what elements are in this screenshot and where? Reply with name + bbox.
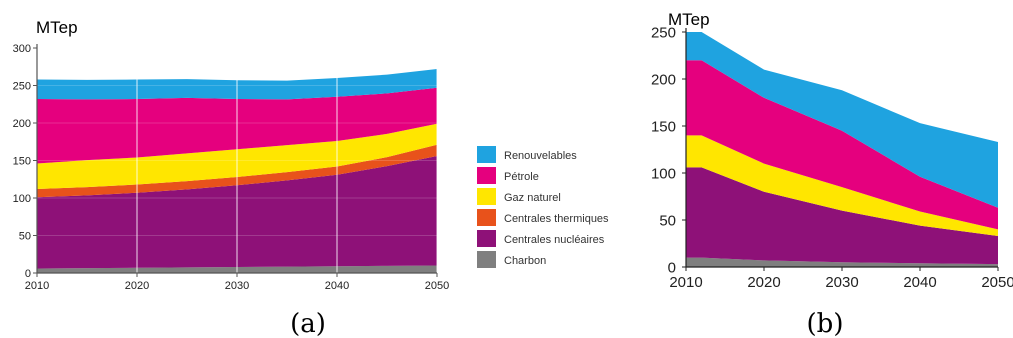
chart-b-area-centrales-nucleaires bbox=[686, 167, 998, 265]
chart-a-ytick-label: 0 bbox=[25, 268, 31, 280]
legend-label-gaz-naturel: Gaz naturel bbox=[504, 192, 561, 204]
chart-a-ytick-label: 100 bbox=[13, 193, 31, 205]
chart-b-unit-label: MTep bbox=[668, 10, 710, 29]
chart-b-ytick-label: 250 bbox=[651, 24, 676, 41]
chart-b-xtick-label: 2020 bbox=[747, 274, 780, 291]
legend-swatch-renouvelables bbox=[477, 146, 496, 163]
chart-a: 0 50 100 150 200 250 300 2010 2020 2030 2040 2050 MT… bbox=[13, 18, 450, 338]
chart-a-panel-label: (a) bbox=[290, 309, 326, 338]
chart-b-xtick-label: 2040 bbox=[903, 274, 936, 291]
chart-b-ytick-label: 150 bbox=[651, 118, 676, 135]
chart-a-unit-label: MTep bbox=[36, 18, 78, 37]
chart-a-xtick-label: 2030 bbox=[225, 280, 249, 292]
legend-label-centrales-nucleaires: Centrales nucléaires bbox=[504, 234, 605, 246]
chart-b-panel-label: (b) bbox=[807, 309, 844, 338]
chart-b-ytick-label: 0 bbox=[668, 259, 676, 276]
legend-swatch-gaz-naturel bbox=[477, 188, 496, 205]
chart-b-area-renouvelables bbox=[686, 32, 998, 208]
chart-b-ytick-label: 200 bbox=[651, 71, 676, 88]
chart-b-ytick-label: 100 bbox=[651, 165, 676, 182]
legend-swatch-centrales-nucleaires bbox=[477, 230, 496, 247]
chart-b-area-gaz-naturel bbox=[686, 135, 998, 236]
chart-b-xtick-label: 2030 bbox=[825, 274, 858, 291]
legend-label-centrales-thermiques: Centrales thermiques bbox=[504, 213, 609, 225]
chart-a-xtick-label: 2020 bbox=[125, 280, 149, 292]
chart-a-ytick-label: 250 bbox=[13, 80, 31, 92]
legend-label-renouvelables: Renouvelables bbox=[504, 150, 577, 162]
chart-a-xtick-label: 2050 bbox=[425, 280, 449, 292]
legend-label-petrole: Pétrole bbox=[504, 171, 539, 183]
chart-b-xtick-label: 2050 bbox=[981, 274, 1013, 291]
chart-a-xtick-label: 2040 bbox=[325, 280, 349, 292]
chart-a-ytick-label: 50 bbox=[19, 230, 31, 242]
chart-a-legend: Renouvelables Pétrole Gaz naturel Centrales… bbox=[477, 146, 609, 268]
chart-b-xtick-label: 2010 bbox=[669, 274, 702, 291]
chart-a-ytick-label: 200 bbox=[13, 118, 31, 130]
legend-swatch-centrales-thermiques bbox=[477, 209, 496, 226]
chart-b-ytick-label: 50 bbox=[659, 212, 676, 229]
legend-swatch-charbon bbox=[477, 251, 496, 268]
chart-b: 0 50 100 150 200 250 2010 2020 2030 2040 2050 MTep (… bbox=[651, 10, 1013, 338]
chart-a-xtick-label: 2010 bbox=[25, 280, 49, 292]
chart-a-area-centrales-thermiques bbox=[37, 144, 437, 198]
legend-swatch-petrole bbox=[477, 167, 496, 184]
chart-a-ytick-label: 300 bbox=[13, 43, 31, 55]
legend-label-charbon: Charbon bbox=[504, 255, 546, 267]
chart-b-area-petrole bbox=[686, 60, 998, 230]
chart-a-ytick-label: 150 bbox=[13, 155, 31, 167]
